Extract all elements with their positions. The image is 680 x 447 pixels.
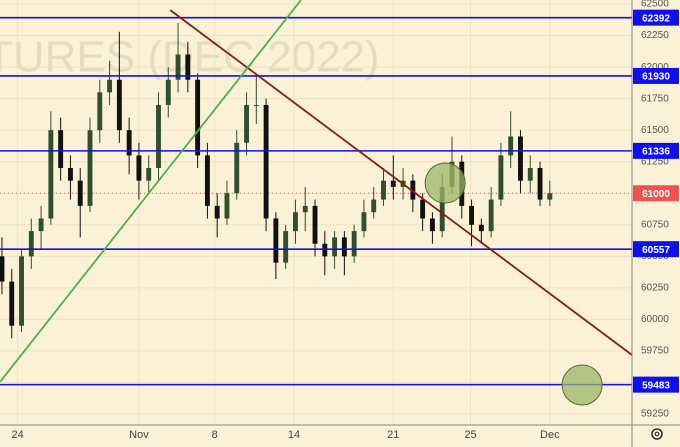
candle-body	[312, 205, 318, 244]
candle-body	[322, 243, 328, 257]
level-box	[633, 67, 679, 84]
y-tick-label: 59250	[641, 409, 669, 420]
candle-body	[537, 168, 543, 200]
candle-body	[195, 79, 201, 156]
candle-body	[87, 130, 93, 206]
candle-body	[253, 104, 259, 106]
gear-ring	[651, 428, 663, 440]
candle-body	[439, 186, 445, 232]
y-tick-label: 60250	[641, 283, 669, 294]
candle-body	[234, 142, 240, 194]
level-box	[633, 142, 679, 159]
candle-body	[165, 79, 171, 105]
candle-body	[136, 155, 142, 181]
y-tick-label: 60000	[641, 314, 669, 325]
candle-body	[107, 79, 113, 93]
y-tick-label: 62000	[641, 62, 669, 73]
candle-body	[498, 155, 504, 200]
gear-hub	[654, 431, 660, 437]
candle-body	[244, 104, 249, 143]
candle-body	[518, 136, 523, 181]
level-label: 59483	[642, 380, 670, 391]
y-tick-label: 61750	[641, 93, 669, 104]
level-box	[633, 9, 679, 26]
candle-body	[28, 231, 34, 257]
candle-body	[527, 168, 533, 181]
candle-body	[214, 205, 220, 219]
settings-icon[interactable]	[651, 428, 663, 440]
y-tick-label: 61500	[641, 125, 669, 136]
candle-body	[38, 218, 44, 232]
level-label: 61930	[642, 72, 670, 83]
candle-body	[351, 231, 357, 257]
level-label: 62392	[642, 13, 670, 24]
level-label: 61336	[642, 147, 670, 158]
candle-body	[293, 212, 298, 232]
candle-body	[332, 237, 338, 257]
y-tick-label: 59750	[641, 346, 669, 357]
candle-body	[175, 54, 181, 80]
x-tick-label: 21	[387, 429, 399, 441]
x-tick-label: Nov	[129, 429, 149, 441]
candle-body	[156, 104, 161, 169]
candle-body	[478, 224, 484, 232]
candle-body	[488, 199, 494, 232]
candle-body	[273, 218, 279, 263]
candle-body	[67, 168, 73, 181]
candle-body	[19, 256, 24, 326]
candle-body	[508, 136, 514, 156]
level-box	[633, 376, 679, 393]
candle-body	[146, 168, 152, 181]
trendline	[0, 0, 302, 383]
candle-body	[185, 54, 191, 80]
candle-body	[469, 205, 474, 225]
candle-body	[48, 130, 54, 219]
level-label: 60557	[642, 245, 670, 256]
candle-body	[381, 180, 386, 200]
candle-body	[263, 104, 269, 219]
candle-body	[420, 199, 426, 219]
x-tick-label: 25	[464, 429, 476, 441]
candle-body	[224, 193, 230, 219]
candle-body	[97, 92, 103, 131]
candle-body	[547, 193, 553, 200]
candle-body	[283, 231, 289, 263]
current-price-label: 61000	[642, 189, 670, 200]
candle-body	[0, 256, 5, 282]
candle-body	[9, 281, 15, 326]
candle-body	[204, 155, 210, 206]
x-tick-label: 24	[11, 429, 23, 441]
marker-circle	[424, 162, 466, 204]
candle-body	[126, 130, 132, 156]
current-price-box	[633, 185, 679, 202]
x-tick-label: 8	[212, 429, 218, 441]
x-tick-label: 14	[288, 429, 300, 441]
candle-body	[410, 180, 416, 200]
y-tick-label: 60750	[641, 219, 669, 230]
axes: 62500 62250 62000 61750 61500 61250 61000 60750…	[11, 0, 679, 441]
level-box	[633, 241, 679, 258]
candle-body	[116, 79, 122, 131]
candle-body	[341, 237, 347, 257]
y-tick-label: 62250	[641, 30, 669, 41]
y-tick-label: 62500	[641, 0, 669, 10]
candle-body	[390, 180, 396, 187]
candle-body	[58, 130, 64, 169]
candle-body	[77, 180, 83, 206]
marker-circle	[561, 364, 603, 406]
y-tick-label: 61250	[641, 156, 669, 167]
candle-body	[361, 212, 367, 232]
candle-body	[302, 205, 308, 213]
candle-body	[371, 199, 377, 213]
candle-body	[429, 218, 435, 232]
x-tick-label: Dec	[540, 429, 560, 441]
plot: TURES (DEC 2022)	[0, 0, 633, 425]
